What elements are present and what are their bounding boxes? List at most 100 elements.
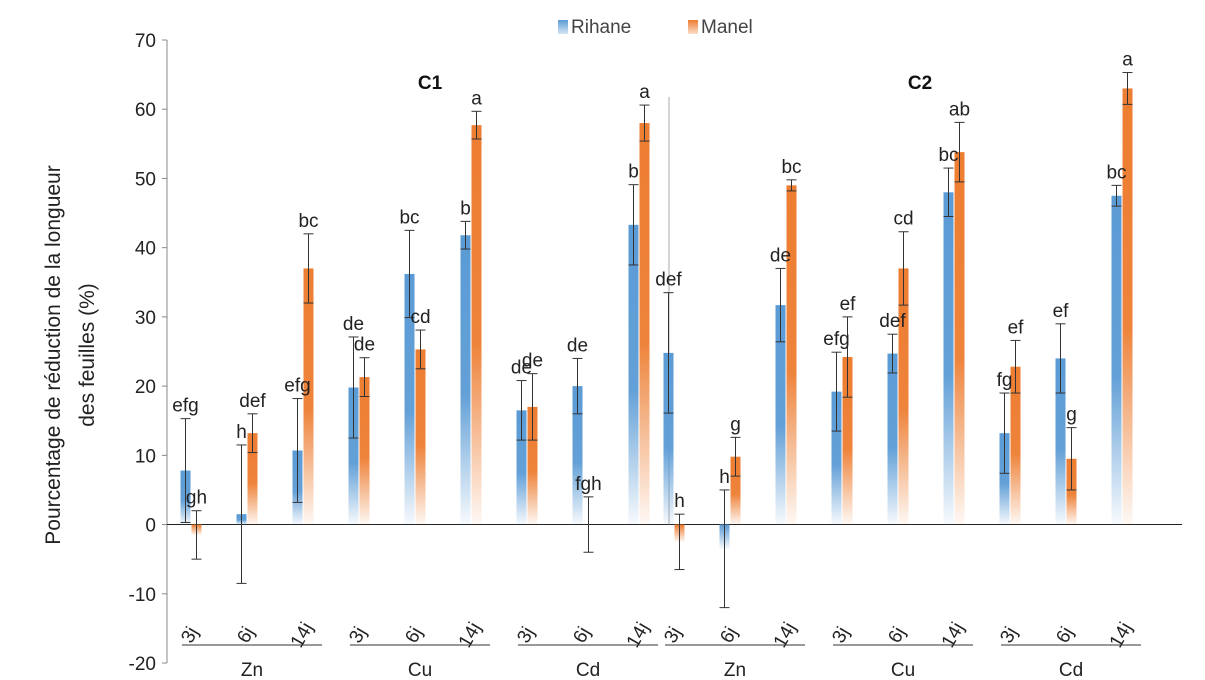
error-bar — [404, 229, 415, 319]
significance-label: efg — [172, 396, 198, 417]
error-bar — [719, 489, 730, 609]
bar-manel-c2-zn-6j — [730, 456, 741, 525]
significance-label: ef — [840, 294, 857, 315]
bar-manel-c1-cu-14j — [471, 125, 482, 525]
y-tick-label: 60 — [135, 100, 156, 121]
bar-manel-c1-zn-6j — [247, 433, 258, 525]
significance-label: a — [471, 88, 482, 109]
error-bar — [180, 418, 191, 523]
error-bar — [247, 413, 258, 454]
error-bar — [1122, 72, 1133, 105]
y-tick-label: 70 — [135, 31, 156, 52]
significance-label: fg — [997, 370, 1013, 391]
bar-manel-c2-zn-14j — [786, 185, 797, 525]
bar-manel-c2-cd-14j — [1122, 88, 1133, 525]
error-bar — [191, 510, 202, 560]
day-label: 6j — [1052, 624, 1078, 647]
bar-manel-c1-zn-14j — [303, 268, 314, 525]
day-label: 14j — [287, 619, 318, 651]
significance-label: de — [511, 358, 532, 379]
error-bar — [1111, 184, 1122, 207]
significance-label: b — [628, 162, 639, 183]
bar-rihane-c1-cd-6j — [572, 386, 583, 525]
error-bar — [775, 267, 786, 343]
error-bar — [471, 110, 482, 140]
bar-manel-c2-cu-3j — [842, 357, 853, 525]
metal-label-zn: Zn — [241, 660, 263, 680]
legend-label-manel: Manel — [701, 17, 753, 38]
y-tick-label: 0 — [145, 516, 156, 537]
error-bar — [999, 392, 1010, 474]
significance-label: cd — [893, 209, 913, 230]
legend-swatch-rihane — [558, 20, 568, 34]
bar-rihane-c2-cu-3j — [831, 391, 842, 525]
significance-label: ab — [949, 99, 970, 120]
significance-label: cd — [410, 307, 430, 328]
condition-label-c1: C1 — [418, 73, 443, 94]
day-label: 14j — [938, 619, 969, 651]
error-bar — [786, 179, 797, 192]
significance-label: def — [879, 311, 906, 332]
bar-rihane-c2-cd-6j — [1055, 358, 1066, 525]
bar-rihane-c2-cd-14j — [1111, 195, 1122, 525]
metal-label-cu: Cu — [408, 660, 432, 680]
error-bar — [572, 357, 583, 415]
significance-label: de — [343, 314, 364, 335]
significance-label: de — [354, 335, 375, 356]
day-label: 14j — [623, 619, 654, 651]
bar-rihane-c2-zn-3j — [663, 352, 674, 525]
day-label: 14j — [770, 619, 801, 651]
error-bar — [674, 513, 685, 571]
day-label: 3j — [345, 624, 371, 647]
significance-label: de — [770, 245, 791, 266]
y-tick-label: 40 — [135, 239, 156, 260]
day-label: 3j — [828, 624, 854, 647]
significance-label: bc — [781, 157, 801, 178]
metal-label-cd: Cd — [576, 660, 600, 680]
day-label: 14j — [455, 619, 486, 651]
error-bar — [583, 496, 594, 553]
significance-label: a — [1122, 50, 1133, 71]
significance-label: de — [522, 351, 543, 372]
error-bar — [628, 184, 639, 266]
significance-label: g — [730, 414, 741, 435]
error-bar — [943, 167, 954, 218]
error-bar — [730, 436, 741, 477]
bar-rihane-c2-cu-6j — [887, 353, 898, 525]
significance-label: h — [236, 422, 247, 443]
bar-manel-c1-cd-14j — [639, 123, 650, 525]
error-bar — [292, 398, 303, 503]
bar-rihane-c1-cu-14j — [460, 235, 471, 525]
error-bar — [1055, 323, 1066, 394]
metal-label-zn: Zn — [724, 660, 746, 680]
error-bar — [303, 233, 314, 304]
y-tick-label: -10 — [129, 585, 156, 606]
significance-label: ef — [1008, 317, 1025, 338]
bar-rihane-c1-cd-14j — [628, 224, 639, 525]
significance-label: h — [719, 467, 730, 488]
significance-label: def — [239, 391, 266, 412]
metal-label-cd: Cd — [1059, 660, 1083, 680]
error-bar — [236, 444, 247, 584]
error-bar — [898, 231, 909, 306]
bar-rihane-c1-cu-6j — [404, 273, 415, 525]
legend-swatch-manel — [688, 20, 698, 34]
y-tick-label: 20 — [135, 377, 156, 398]
significance-label: gh — [186, 488, 207, 509]
y-axis-title-line: des feuilles (%) — [76, 283, 99, 427]
bar-manel-c2-cd-6j — [1066, 458, 1077, 525]
error-bar — [359, 357, 370, 397]
bar-rihane-c2-zn-14j — [775, 305, 786, 525]
significance-label: fgh — [575, 474, 601, 495]
error-bar — [460, 220, 471, 250]
significance-label: b — [460, 198, 471, 219]
y-axis-title: Pourcentage de réduction de la longueur d… — [42, 165, 99, 544]
day-label: 3j — [513, 624, 539, 647]
day-label: 3j — [996, 624, 1022, 647]
error-bar — [831, 351, 842, 432]
significance-label: bc — [1106, 162, 1126, 183]
bar-rihane-c1-cu-3j — [348, 387, 359, 525]
significance-label: bc — [938, 145, 958, 166]
error-bar — [639, 104, 650, 142]
